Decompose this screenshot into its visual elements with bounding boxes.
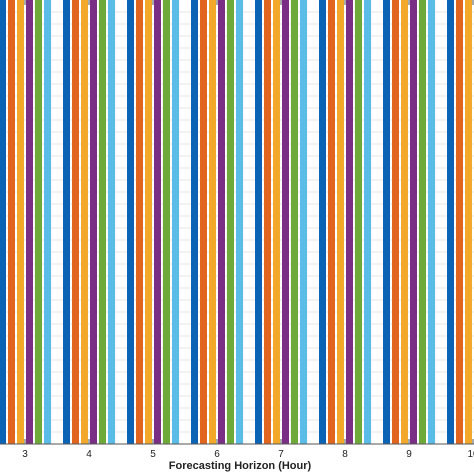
- x-axis-title: Forecasting Horizon (Hour): [169, 460, 312, 472]
- x-tick-label: 6: [214, 449, 220, 460]
- bar: [108, 0, 115, 444]
- bar: [410, 0, 417, 445]
- bar: [44, 0, 51, 445]
- bar: [127, 0, 134, 444]
- x-tick-label: 4: [86, 449, 92, 460]
- bar: [99, 0, 106, 445]
- bar: [255, 0, 262, 444]
- bar: [428, 0, 435, 444]
- bar: [218, 0, 225, 444]
- bar: [392, 0, 399, 445]
- bar: [209, 0, 216, 444]
- x-ticks: 2345678910: [0, 0, 474, 460]
- bar: [282, 0, 289, 445]
- bar: [90, 0, 97, 444]
- bar: [8, 0, 15, 444]
- x-tick-label: 9: [406, 449, 412, 460]
- bar: [346, 0, 353, 444]
- bar: [200, 0, 207, 444]
- bar: [456, 0, 463, 445]
- bar: [328, 0, 335, 444]
- bar: [273, 0, 280, 445]
- bar: [72, 0, 79, 444]
- bar: [191, 0, 198, 444]
- bar: [81, 0, 88, 444]
- bar: [300, 0, 307, 444]
- bar: [419, 0, 426, 445]
- bar: [364, 0, 371, 445]
- bar: [337, 0, 344, 445]
- bar: [465, 0, 472, 445]
- bar: [163, 0, 170, 444]
- bar: [236, 0, 243, 444]
- bar: [26, 0, 33, 445]
- x-tick-label: 8: [342, 449, 348, 460]
- bar: [264, 0, 271, 444]
- bars-group: [0, 0, 472, 445]
- bar: [291, 0, 298, 444]
- x-tick-label: 3: [22, 449, 28, 460]
- bar: [145, 0, 152, 444]
- bar: [154, 0, 161, 444]
- bar: [136, 0, 143, 444]
- x-tick-label: 5: [150, 449, 156, 460]
- bar: [383, 0, 390, 445]
- bar: [172, 0, 179, 445]
- bar: [447, 0, 454, 444]
- x-tick-label: 10: [467, 449, 474, 460]
- bar: [401, 0, 408, 444]
- bar: [17, 0, 24, 444]
- bar: [0, 0, 6, 445]
- bar: [63, 0, 70, 445]
- bar: [35, 0, 42, 445]
- bar: [355, 0, 362, 445]
- x-tick-label: 7: [278, 449, 284, 460]
- bar: [227, 0, 234, 444]
- bar: [319, 0, 326, 444]
